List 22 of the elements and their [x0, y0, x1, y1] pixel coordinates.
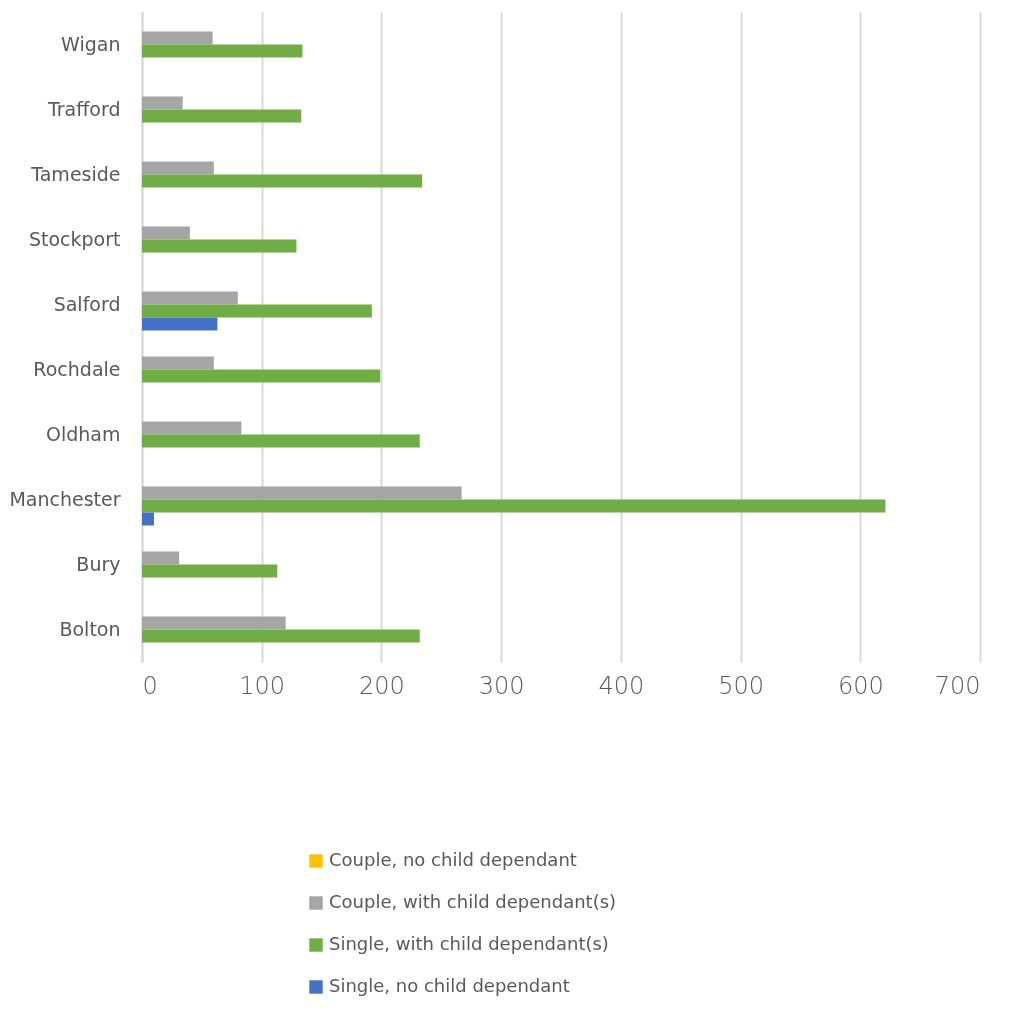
y-tick-label: Salford [53, 292, 121, 315]
x-tick-label: 400 [598, 671, 645, 700]
legend-label: Couple, with child dependant(s) [329, 891, 617, 912]
y-tick-label: Tameside [30, 162, 121, 185]
legend-label: Single, no child dependant [329, 975, 570, 996]
y-tick-label: Manchester [9, 487, 121, 510]
x-tick-label: 300 [478, 671, 525, 700]
x-tick-label: 500 [718, 671, 764, 700]
x-tick-label: 600 [837, 671, 884, 700]
y-tick-label: Stockport [28, 227, 121, 250]
x-tick-label: 200 [359, 671, 405, 700]
x-tick-label: 0 [142, 671, 158, 700]
y-tick-label: Rochdale [33, 357, 121, 380]
y-tick-label: Trafford [46, 97, 121, 120]
legend-label: Single, with child dependant(s) [329, 933, 609, 954]
y-tick-label: Wigan [61, 32, 121, 55]
legend-label: Couple, no child dependant [329, 849, 577, 870]
y-tick-label: Oldham [46, 422, 121, 445]
y-tick-label: Bolton [59, 617, 121, 640]
x-tick-label: 100 [239, 671, 286, 700]
y-tick-label: Bury [76, 552, 121, 575]
x-tick-label: 700 [934, 671, 981, 700]
